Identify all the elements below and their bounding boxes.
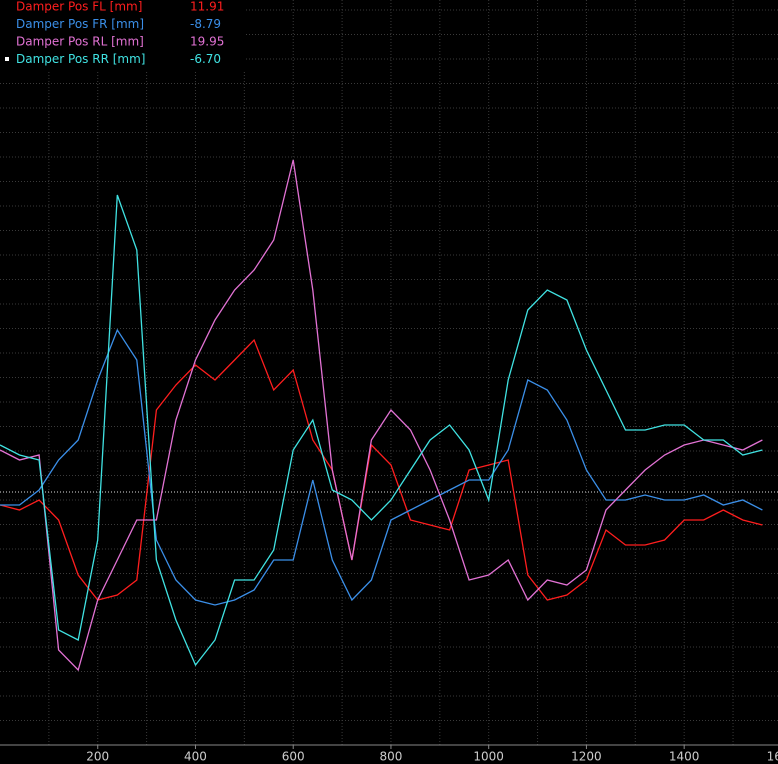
- legend-box: [0, 0, 245, 70]
- legend: Damper Pos FL [mm] 11.91 Damper Pos FR [mm…: [16, 0, 224, 66]
- series-line: [0, 338, 763, 601]
- selected-marker: [5, 57, 9, 61]
- x-tick-label: 200: [86, 750, 109, 764]
- series-line: [0, 328, 763, 606]
- x-tick-label: 400: [184, 750, 207, 764]
- legend-value: -8.79: [190, 17, 221, 31]
- plot: [0, 159, 763, 672]
- x-tick-label: 1200: [571, 750, 602, 764]
- legend-label: Damper Pos RL [mm]: [16, 35, 144, 49]
- x-axis: 200 400 600 800 1000 1200 1400 1600: [0, 744, 778, 764]
- series-line: [0, 159, 763, 672]
- x-tick-label: 1400: [669, 750, 700, 764]
- legend-value: 11.91: [190, 0, 224, 14]
- series-line: [0, 194, 763, 667]
- x-tick-label: 800: [380, 750, 403, 764]
- legend-label: Damper Pos FR [mm]: [16, 17, 144, 31]
- x-tick-label: 1600: [767, 750, 778, 764]
- legend-value: -6.70: [190, 52, 221, 66]
- legend-value: 19.95: [190, 35, 224, 49]
- x-tick-label: 1000: [473, 750, 504, 764]
- legend-label: Damper Pos RR [mm]: [16, 52, 145, 66]
- x-tick-label: 600: [282, 750, 305, 764]
- legend-label: Damper Pos FL [mm]: [16, 0, 142, 14]
